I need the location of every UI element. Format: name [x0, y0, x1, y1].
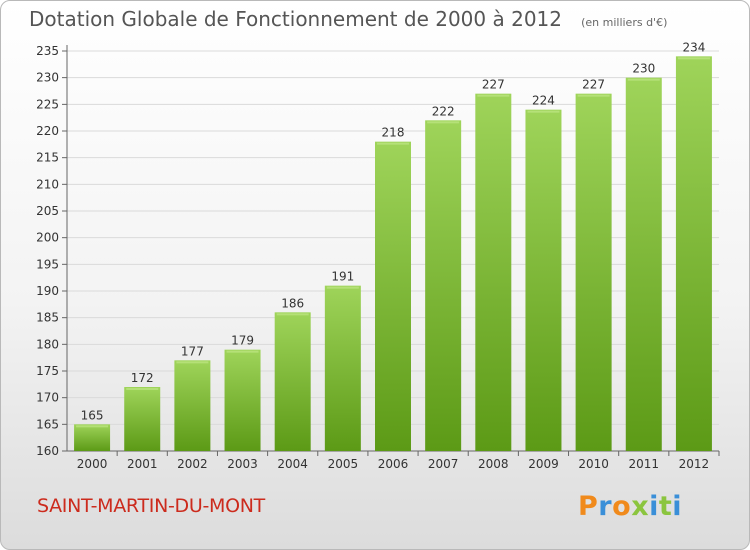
logo-letter: i: [672, 491, 683, 522]
x-tick-label: 2011: [628, 457, 659, 471]
y-tick-label: 210: [36, 177, 59, 191]
bar: [625, 77, 662, 452]
x-tick-label: 2008: [478, 457, 509, 471]
y-tick-label: 165: [36, 417, 59, 431]
logo-letter: x: [631, 491, 650, 522]
bar-highlight: [527, 110, 560, 113]
bar: [375, 141, 411, 451]
chart-title: Dotation Globale de Fonctionnement de 20…: [29, 7, 562, 31]
bar: [324, 285, 361, 451]
bar-value-label: 227: [582, 78, 605, 92]
x-tick-label: 2002: [177, 457, 208, 471]
bar-value-label: 165: [81, 408, 104, 422]
bar-value-label: 186: [281, 296, 304, 310]
x-tick-label: 2006: [378, 457, 409, 471]
bar-value-label: 222: [432, 104, 455, 118]
x-tick-label: 2005: [328, 457, 359, 471]
x-tick-label: 2009: [528, 457, 559, 471]
y-tick-label: 200: [36, 231, 59, 245]
logo-letter: o: [612, 491, 632, 522]
bar-value-label: 179: [231, 334, 254, 348]
bar-highlight: [377, 142, 409, 145]
bar-highlight: [477, 94, 510, 97]
axes: 160 165 170 175 180 185 190 195 200 205 210 215 220 2…: [36, 44, 720, 471]
bar-value-label: 234: [682, 40, 705, 54]
x-tick-label: 2010: [578, 457, 609, 471]
y-tick-label: 175: [36, 364, 59, 378]
y-tick-label: 160: [36, 444, 59, 458]
bar: [575, 93, 612, 452]
logo-letter: i: [649, 491, 659, 522]
bar-highlight: [126, 388, 159, 390]
logo-letter: t: [658, 491, 673, 522]
x-tick-label: 2004: [277, 457, 308, 471]
bars: 165 172 177 179 186 191 218 222 227 224 227 230 234: [74, 40, 712, 452]
bar-value-label: 224: [532, 94, 555, 108]
x-tick-label: 2000: [77, 457, 108, 471]
bar-highlight: [276, 313, 309, 316]
x-tick-label: 2003: [227, 457, 258, 471]
bar-highlight: [226, 350, 259, 353]
y-tick-label: 215: [36, 151, 59, 165]
bar-value-label: 218: [382, 126, 405, 140]
title-row: Dotation Globale de Fonctionnement de 20…: [29, 7, 667, 31]
y-tick-label: 205: [36, 204, 59, 218]
bar-value-label: 172: [131, 371, 154, 385]
bar-highlight: [176, 361, 209, 364]
bar-highlight: [677, 57, 710, 60]
bar: [274, 312, 311, 451]
logo-letter: r: [598, 491, 613, 522]
y-tick-label: 230: [36, 71, 59, 85]
bar: [525, 109, 562, 452]
x-tick-label: 2007: [428, 457, 459, 471]
commune-name: SAINT-MARTIN-DU-MONT: [37, 495, 265, 517]
logo-letter: P: [578, 491, 599, 522]
bar: [475, 93, 512, 452]
y-tick-label: 185: [36, 311, 59, 325]
bar-highlight: [326, 286, 359, 289]
bar: [675, 56, 712, 451]
bar-value-label: 177: [181, 344, 204, 358]
y-tick-label: 220: [36, 124, 59, 138]
bar: [174, 360, 211, 451]
y-tick-label: 195: [36, 257, 59, 271]
bar-highlight: [627, 78, 660, 81]
x-tick-label: 2012: [679, 457, 710, 471]
y-tick-label: 180: [36, 337, 59, 351]
bar-value-label: 191: [331, 270, 354, 284]
proxiti-logo: Proxiti: [578, 491, 682, 522]
y-tick-label: 225: [36, 97, 59, 111]
bar-highlight: [427, 121, 460, 124]
bar: [224, 349, 261, 451]
bar-value-label: 230: [632, 62, 655, 76]
y-tick-label: 170: [36, 391, 59, 405]
bar-highlight: [577, 94, 610, 97]
bar-highlight: [76, 425, 109, 428]
bar: [124, 387, 161, 451]
bar: [425, 120, 462, 451]
y-tick-label: 235: [36, 44, 59, 58]
chart-subtitle: (en milliers d'€): [581, 16, 668, 29]
bar: [74, 424, 111, 451]
y-tick-label: 190: [36, 284, 59, 298]
x-tick-label: 2001: [127, 457, 158, 471]
bar-value-label: 227: [482, 78, 505, 92]
